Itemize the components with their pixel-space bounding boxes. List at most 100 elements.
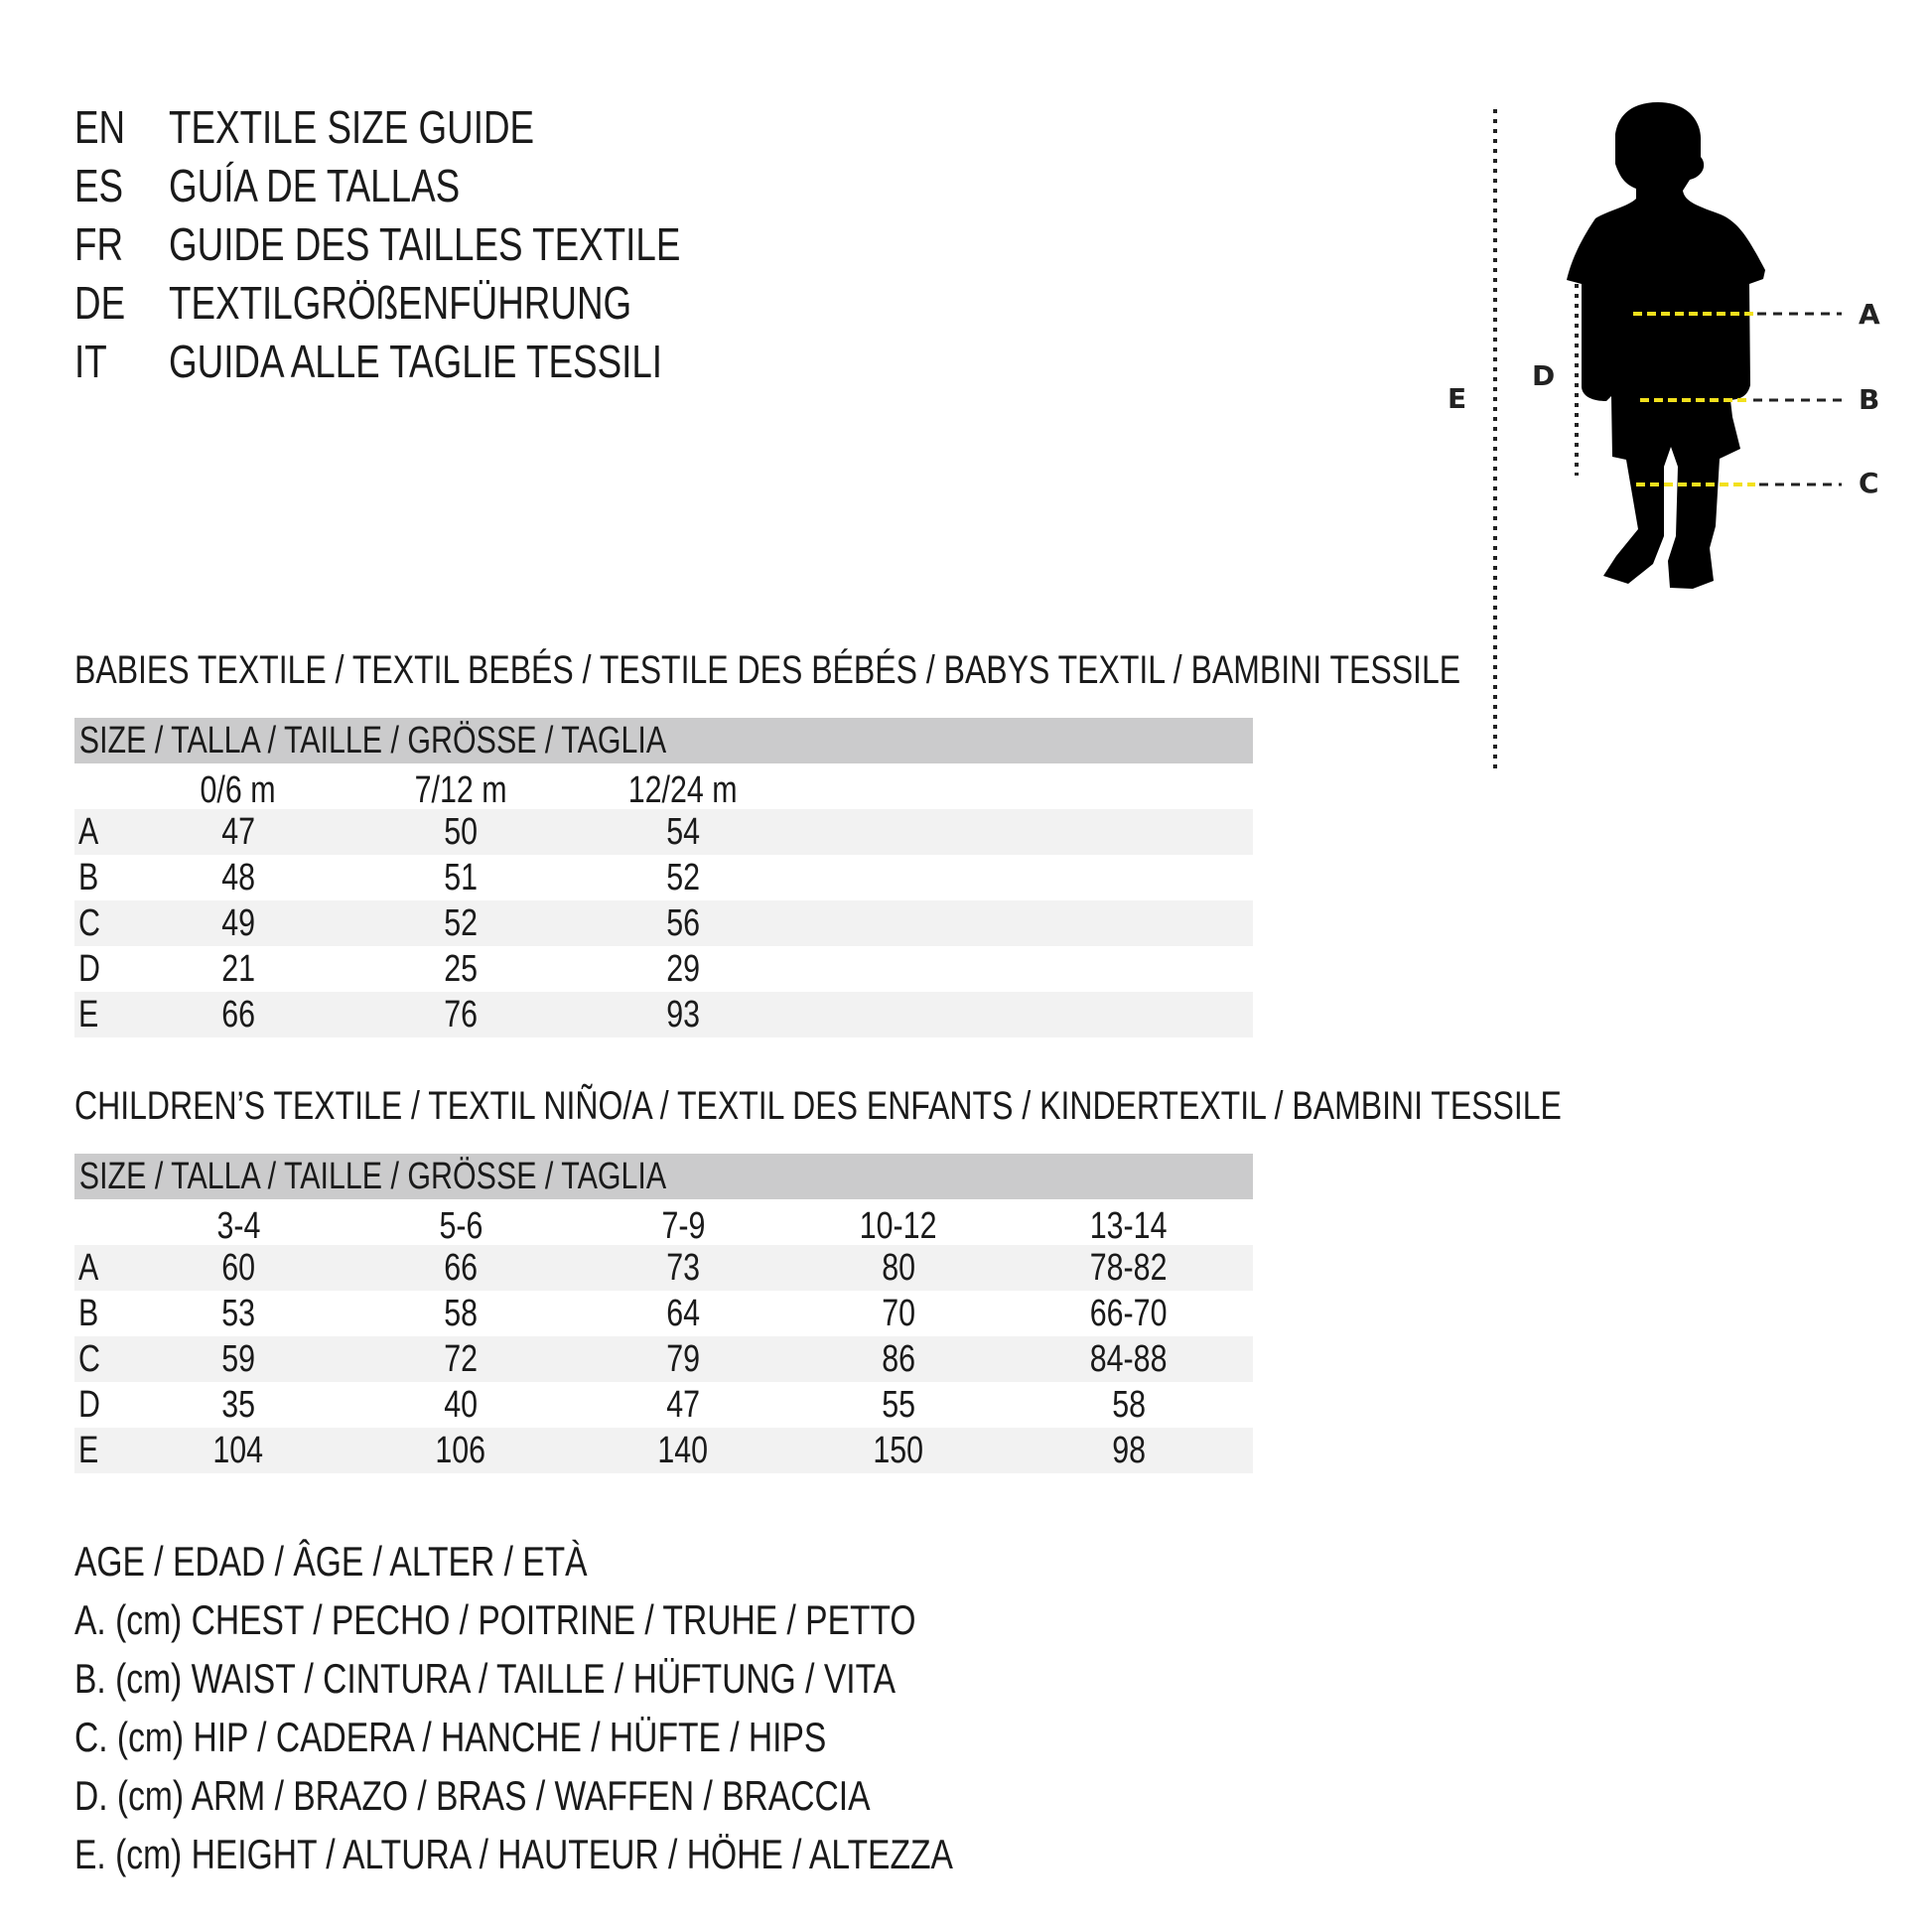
table-cell: 52 — [564, 855, 802, 900]
table-cell: 140 — [564, 1428, 802, 1473]
table-cell-value: 93 — [666, 994, 700, 1035]
table-cell-value: 40 — [444, 1384, 478, 1426]
column-header: 0/6 m — [119, 767, 357, 813]
table-cell: 80 — [779, 1245, 1018, 1291]
column-header-text: 7/12 m — [414, 769, 507, 811]
row-label: C — [78, 900, 105, 946]
row-label-text: B — [78, 1293, 99, 1334]
column-header-row: 0/6 m 7/12 m 12/24 m — [74, 767, 1253, 813]
table-row: C 59 72 79 86 84-88 — [74, 1336, 1253, 1382]
row-label: D — [78, 946, 105, 992]
table-cell-value: 60 — [221, 1247, 255, 1289]
table-cell-value: 106 — [435, 1430, 486, 1471]
table-cell: 21 — [119, 946, 357, 992]
row-label-text: A — [78, 1247, 99, 1289]
table-cell-value: 49 — [221, 902, 255, 944]
row-label: B — [78, 1291, 103, 1336]
legend-line-text: C. (cm) HIP / CADERA / HANCHE / HÜFTE / … — [74, 1714, 827, 1760]
table-cell-value: 29 — [666, 948, 700, 990]
table-cell-value: 51 — [444, 857, 478, 898]
legend-line-text: B. (cm) WAIST / CINTURA / TAILLE / HÜFTU… — [74, 1655, 897, 1702]
column-header-text: 10-12 — [860, 1205, 937, 1247]
column-header-row: 3-4 5-6 7-9 10-12 13-14 — [74, 1203, 1253, 1249]
table-cell-value: 79 — [666, 1338, 700, 1380]
language-code-text: EN — [74, 101, 126, 153]
table-cell: 56 — [564, 900, 802, 946]
table-cell-value: 66 — [221, 994, 255, 1035]
table-cell-value: 66-70 — [1090, 1293, 1168, 1334]
table-cell: 48 — [119, 855, 357, 900]
table-cell: 47 — [564, 1382, 802, 1428]
column-header-text: 0/6 m — [200, 769, 277, 811]
language-code: ES — [74, 157, 135, 214]
title-text-value: TEXTILE SIZE GUIDE — [169, 101, 535, 153]
column-header: 13-14 — [1010, 1203, 1248, 1249]
table-cell-value: 56 — [666, 902, 700, 944]
table-cell: 64 — [564, 1291, 802, 1336]
children-heading-text: CHILDREN’S TEXTILE / TEXTIL NIÑO/A / TEX… — [74, 1084, 1562, 1128]
legend-line-text: A. (cm) CHEST / PECHO / POITRINE / TRUHE… — [74, 1596, 916, 1643]
table-cell-value: 72 — [444, 1338, 478, 1380]
table-cell-value: 86 — [882, 1338, 915, 1380]
table-cell: 86 — [779, 1336, 1018, 1382]
language-code: EN — [74, 98, 138, 156]
table-cell: 106 — [342, 1428, 580, 1473]
title-text-value: GUÍA DE TALLAS — [169, 160, 461, 211]
table-cell-value: 66 — [444, 1247, 478, 1289]
table-cell: 40 — [342, 1382, 580, 1428]
column-header-text: 3-4 — [216, 1205, 260, 1247]
table-row: E 66 76 93 — [74, 992, 1253, 1037]
row-label-text: E — [78, 1430, 99, 1471]
table-cell-value: 21 — [221, 948, 255, 990]
table-cell: 84-88 — [1010, 1336, 1248, 1382]
table-cell: 47 — [119, 809, 357, 855]
title-text-value: TEXTILGRÖßENFÜHRUNG — [169, 277, 632, 329]
row-label: E — [78, 992, 103, 1037]
table-cell-value: 104 — [212, 1430, 264, 1471]
column-header: 5-6 — [342, 1203, 580, 1249]
legend-line-text: D. (cm) ARM / BRAZO / BRAS / WAFFEN / BR… — [74, 1772, 871, 1819]
table-cell: 104 — [119, 1428, 357, 1473]
title-text: GUÍA DE TALLAS — [169, 157, 532, 214]
table-cell: 49 — [119, 900, 357, 946]
language-code: IT — [74, 333, 115, 390]
legend-line: E. (cm) HEIGHT / ALTURA / HAUTEUR / HÖHE… — [74, 1829, 1173, 1880]
table-cell-value: 52 — [444, 902, 478, 944]
table-cell: 76 — [342, 992, 580, 1037]
row-label: C — [78, 1336, 105, 1382]
legend-line: AGE / EDAD / ÂGE / ALTER / ETÀ — [74, 1536, 716, 1587]
child-silhouette-icon — [1567, 102, 1765, 589]
row-label-text: D — [78, 948, 100, 990]
table-cell-value: 80 — [882, 1247, 915, 1289]
table-cell: 55 — [779, 1382, 1018, 1428]
legend-line: C. (cm) HIP / CADERA / HANCHE / HÜFTE / … — [74, 1712, 1015, 1763]
table-cell-value: 64 — [666, 1293, 700, 1334]
table-cell: 58 — [342, 1291, 580, 1336]
table-cell-value: 98 — [1112, 1430, 1146, 1471]
size-header-label: SIZE / TALLA / TAILLE / GRÖSSE / TAGLIA — [78, 720, 667, 761]
table-cell-value: 47 — [221, 811, 255, 853]
column-header: 7/12 m — [342, 767, 580, 813]
label-e: E — [1448, 382, 1467, 415]
table-cell-value: 58 — [1112, 1384, 1146, 1426]
table-cell: 70 — [779, 1291, 1018, 1336]
label-a: A — [1859, 298, 1880, 331]
table-cell-value: 52 — [666, 857, 700, 898]
row-label: D — [78, 1382, 105, 1428]
row-label-text: E — [78, 994, 99, 1035]
table-cell: 51 — [342, 855, 580, 900]
size-header-label: SIZE / TALLA / TAILLE / GRÖSSE / TAGLIA — [78, 1156, 667, 1197]
babies-heading: BABIES TEXTILE / TEXTIL BEBÉS / TESTILE … — [74, 647, 1807, 693]
table-cell: 60 — [119, 1245, 357, 1291]
table-cell-value: 47 — [666, 1384, 700, 1426]
table-cell-value: 35 — [221, 1384, 255, 1426]
table-cell: 25 — [342, 946, 580, 992]
legend-line: D. (cm) ARM / BRAZO / BRAS / WAFFEN / BR… — [74, 1770, 1069, 1822]
row-label-text: B — [78, 857, 99, 898]
row-label: E — [78, 1428, 103, 1473]
table-cell: 53 — [119, 1291, 357, 1336]
title-text: TEXTILE SIZE GUIDE — [169, 98, 625, 156]
label-c: C — [1859, 467, 1879, 499]
